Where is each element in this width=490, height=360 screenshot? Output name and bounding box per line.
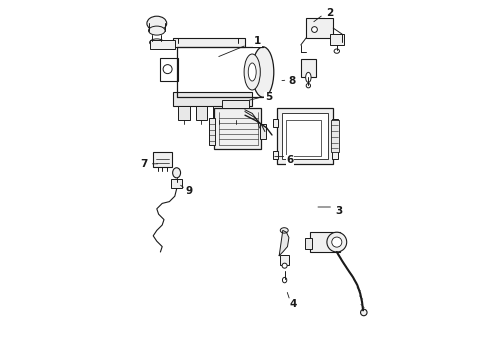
Bar — [213, 106, 224, 120]
Bar — [171, 179, 182, 188]
Ellipse shape — [252, 47, 274, 97]
Bar — [330, 34, 344, 45]
Bar — [160, 58, 178, 81]
Bar — [277, 108, 333, 164]
Bar — [306, 18, 333, 38]
Text: 7: 7 — [141, 159, 148, 169]
Ellipse shape — [332, 237, 342, 247]
Bar — [273, 119, 278, 127]
Text: 8: 8 — [288, 76, 295, 86]
Bar — [331, 120, 339, 152]
Ellipse shape — [147, 16, 167, 31]
Bar — [305, 238, 312, 249]
Ellipse shape — [172, 168, 180, 178]
Bar — [153, 152, 172, 167]
Bar — [230, 106, 242, 120]
Ellipse shape — [280, 228, 288, 233]
Ellipse shape — [282, 277, 287, 283]
Ellipse shape — [327, 232, 347, 252]
Text: 1: 1 — [254, 36, 261, 46]
Ellipse shape — [282, 263, 287, 268]
Bar — [149, 40, 175, 49]
Text: 5: 5 — [265, 92, 272, 102]
Ellipse shape — [334, 49, 340, 53]
Text: 9: 9 — [186, 186, 193, 196]
Bar — [286, 120, 321, 156]
Circle shape — [312, 27, 318, 32]
Ellipse shape — [361, 309, 367, 316]
Polygon shape — [279, 230, 289, 256]
Bar — [273, 151, 278, 159]
Bar — [280, 255, 289, 265]
Bar — [310, 232, 341, 252]
Text: 4: 4 — [290, 299, 297, 309]
Text: 6: 6 — [286, 155, 294, 165]
Bar — [332, 119, 338, 127]
Ellipse shape — [148, 26, 165, 35]
Bar — [209, 118, 216, 145]
Ellipse shape — [149, 39, 164, 46]
Bar — [221, 100, 248, 108]
Bar — [332, 151, 338, 159]
Bar — [215, 108, 261, 149]
Bar — [178, 106, 190, 120]
Ellipse shape — [163, 65, 172, 74]
Text: 2: 2 — [326, 8, 333, 18]
Bar — [260, 124, 266, 139]
Text: 3: 3 — [335, 206, 342, 216]
Ellipse shape — [248, 63, 256, 81]
Bar — [301, 59, 316, 77]
Ellipse shape — [306, 72, 311, 82]
Ellipse shape — [244, 54, 260, 90]
Bar — [282, 113, 328, 159]
Bar — [196, 106, 207, 120]
Bar — [173, 38, 245, 47]
Ellipse shape — [306, 84, 311, 88]
Bar — [173, 92, 252, 106]
